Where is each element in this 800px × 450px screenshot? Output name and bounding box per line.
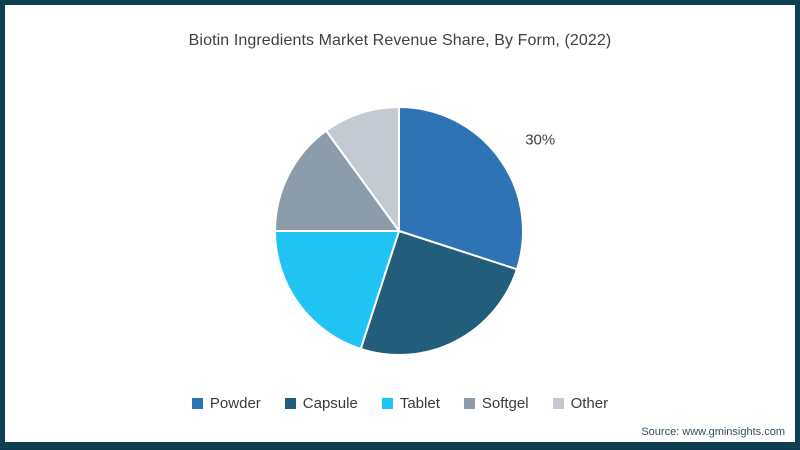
pie-slice-other — [325, 106, 400, 232]
legend-item-softgel: Softgel — [463, 395, 529, 412]
legend-label: Capsule — [302, 395, 358, 412]
pie-slice-softgel — [274, 129, 400, 232]
pie-slice-tablet — [274, 230, 400, 350]
source-note: Source: www.gminsights.com — [641, 426, 785, 438]
legend-label: Powder — [209, 395, 261, 412]
pie-chart: 30% — [274, 106, 555, 356]
legend-item-tablet: Tablet — [381, 395, 440, 412]
legend-item-other: Other — [552, 395, 609, 412]
legend-label: Other — [570, 395, 609, 412]
legend-item-capsule: Capsule — [284, 395, 358, 412]
legend-swatch-icon — [463, 398, 475, 409]
legend-swatch-icon — [191, 398, 203, 409]
legend-swatch-icon — [284, 398, 296, 409]
pie-data-label-powder: 30% — [525, 131, 555, 148]
pie-slice-capsule — [359, 230, 518, 356]
legend: Powder Capsule Tablet Softgel Other — [5, 395, 795, 412]
pie-slice-powder — [398, 106, 524, 271]
legend-label: Tablet — [399, 395, 440, 412]
legend-item-powder: Powder — [191, 395, 261, 412]
legend-swatch-icon — [381, 398, 393, 409]
legend-label: Softgel — [481, 395, 529, 412]
chart-title: Biotin Ingredients Market Revenue Share,… — [188, 32, 612, 49]
legend-swatch-icon — [552, 398, 564, 409]
